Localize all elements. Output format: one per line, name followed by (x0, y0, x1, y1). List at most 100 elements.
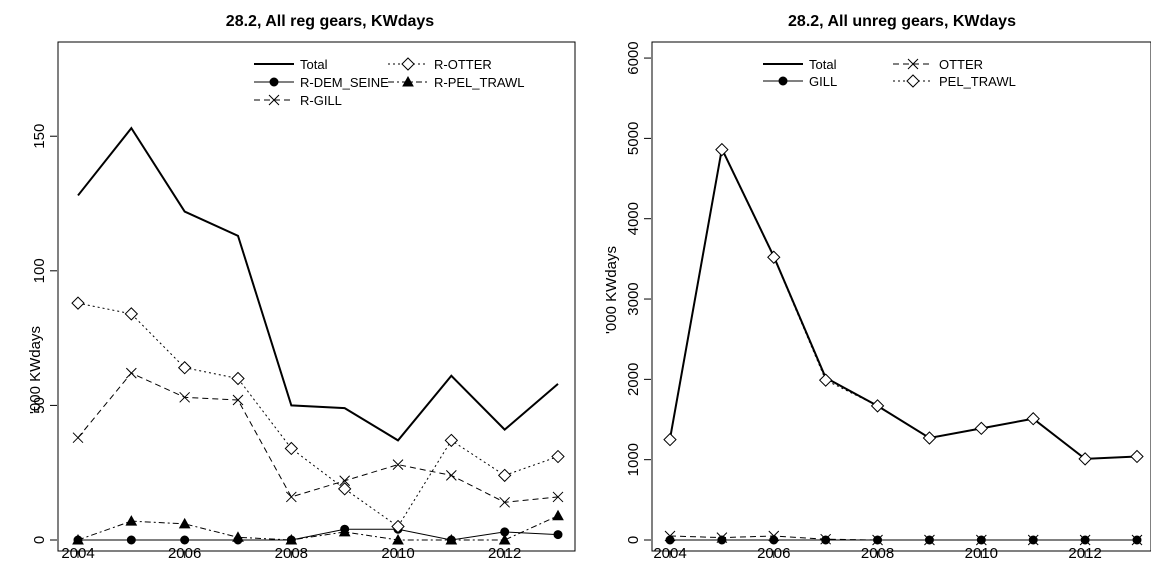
y-tick-label: 5000 (625, 122, 642, 155)
legend-item-r-otter: R-OTTER (388, 57, 492, 72)
data-point-r-otter (497, 468, 512, 483)
y-tick-label: 50 (31, 397, 48, 414)
x-tick-label: 2008 (861, 545, 894, 562)
legend-marker (907, 58, 919, 70)
legend-item-pel-trawl: PEL_TRAWL (893, 74, 1016, 89)
series-line-r-otter (77, 302, 559, 528)
data-point-r-otter (444, 433, 459, 448)
data-point-otter (975, 534, 987, 546)
data-point-r-pel-trawl (445, 533, 458, 545)
data-point-r-gill (392, 459, 404, 470)
data-point-r-dem-seine (126, 535, 136, 545)
data-point-r-gill (499, 496, 511, 508)
legend-item-gill: GILL (763, 74, 837, 89)
x-tick-label: 2012 (488, 545, 521, 562)
data-point-r-dem-seine (180, 535, 190, 545)
data-point-otter (716, 532, 728, 543)
series-line-pel-trawl (669, 148, 1138, 460)
data-point-pel-trawl (1078, 452, 1092, 466)
legend-marker (401, 57, 415, 71)
data-point-gill (769, 535, 779, 545)
chart-panel-left: 28.2, All reg gears, KWdays '000 KWdays … (27, 13, 576, 562)
chart-title-right: 28.2, All unreg gears, KWdays (788, 13, 1016, 30)
legend-label: Total (300, 57, 328, 72)
y-axis-left: 0 50 100 150 (31, 124, 57, 544)
legend-item-total: Total (763, 57, 837, 72)
data-point-r-otter (231, 371, 245, 386)
data-point-r-otter (337, 482, 352, 496)
data-point-pel-trawl (974, 421, 989, 436)
legend-marker (402, 75, 414, 87)
y-tick-label: 1000 (625, 443, 642, 476)
x-tick-label: 2012 (1068, 545, 1101, 562)
data-point-r-pel-trawl (338, 525, 351, 537)
legend-item-total: Total (254, 57, 328, 72)
data-point-r-otter (71, 296, 85, 310)
y-tick-label: 2000 (625, 363, 642, 396)
plot-box-left (57, 41, 576, 552)
data-point-r-otter (284, 441, 299, 456)
x-tick-label: 2004 (653, 545, 686, 562)
legend-marker (906, 74, 920, 88)
legend-label: R-GILL (300, 93, 342, 108)
legend-label: R-DEM_SEINE (300, 75, 389, 90)
data-point-r-dem-seine (553, 530, 563, 540)
series-r-dem-seine (73, 524, 563, 545)
chart-panel-right: 28.2, All unreg gears, KWdays '000 KWday… (603, 13, 1151, 562)
legend-label: PEL_TRAWL (939, 74, 1016, 89)
series-line-total (669, 145, 1138, 460)
legend-right: Total GILL OTTER PEL_TRAWL (763, 57, 1016, 89)
data-point-otter (872, 534, 883, 546)
x-axis-left: 2004 2006 2008 2010 2012 (61, 545, 521, 562)
series-group-left (71, 126, 565, 545)
y-tick-label: 0 (31, 536, 48, 544)
y-axis-right: 0 1000 2000 3000 4000 5000 6000 (625, 41, 651, 544)
chart-title-left: 28.2, All reg gears, KWdays (226, 13, 434, 30)
y-tick-label: 4000 (625, 202, 642, 235)
series-r-gill (72, 367, 564, 508)
data-point-r-gill (445, 470, 457, 481)
y-tick-label: 6000 (625, 41, 642, 74)
y-tick-label: 150 (31, 124, 48, 149)
data-point-pel-trawl (663, 432, 677, 447)
data-point-gill (821, 535, 831, 545)
plot-box-right (651, 41, 1151, 552)
data-point-r-pel-trawl (72, 533, 84, 545)
data-point-r-otter (124, 307, 139, 321)
data-point-r-pel-trawl (552, 509, 564, 521)
series-group-right (663, 142, 1144, 546)
y-axis-label-right: '000 KWdays (603, 246, 620, 334)
legend-marker (778, 76, 788, 86)
legend-marker (268, 94, 280, 106)
data-point-pel-trawl (715, 142, 729, 157)
x-tick-label: 2006 (757, 545, 790, 562)
series-line-r-pel-trawl (77, 515, 559, 541)
y-tick-label: 0 (625, 536, 642, 544)
data-point-r-otter (391, 519, 405, 534)
legend-left: Total R-DEM_SEINE R-GILL R-OTTER R-PEL_TRAWL (254, 57, 525, 108)
data-point-pel-trawl (818, 373, 833, 387)
data-point-otter (1027, 534, 1039, 546)
data-point-gill (665, 535, 675, 545)
data-point-r-pel-trawl (285, 533, 298, 545)
series-line-total (77, 126, 559, 442)
x-tick-label: 2004 (61, 545, 94, 562)
series-line-r-gill (77, 372, 559, 503)
data-point-pel-trawl (1026, 412, 1040, 426)
data-point-r-pel-trawl (498, 533, 511, 545)
data-point-r-otter (177, 361, 192, 375)
y-axis-label-left: '000 KWdays (27, 326, 44, 414)
legend-marker (269, 77, 279, 87)
data-point-r-gill (339, 475, 351, 487)
y-tick-label: 100 (31, 258, 48, 283)
data-point-otter (1131, 534, 1143, 546)
data-point-pel-trawl (1130, 449, 1144, 464)
series-total (669, 145, 1138, 460)
data-point-r-pel-trawl (178, 517, 191, 529)
legend-label: OTTER (939, 57, 983, 72)
series-pel-trawl (663, 142, 1144, 466)
series-line-r-dem-seine (78, 528, 559, 541)
data-point-r-pel-trawl (392, 533, 404, 545)
data-point-otter (1079, 534, 1091, 546)
legend-label: R-OTTER (434, 57, 492, 72)
